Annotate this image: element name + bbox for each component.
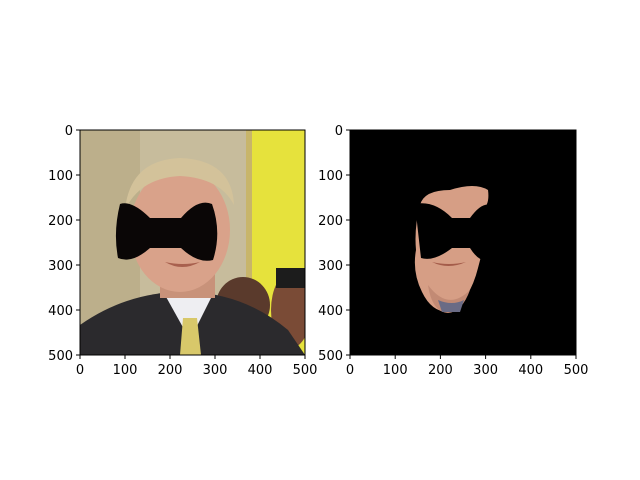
background-person-hair — [276, 268, 305, 288]
right-image-panel — [350, 130, 576, 355]
segmented-bowtie-mask — [415, 203, 496, 261]
x-tick-label: 200 — [428, 363, 453, 378]
y-tick-label: 0 — [65, 124, 73, 139]
segmented-mouth — [432, 262, 466, 266]
y-tick-label: 200 — [318, 214, 343, 229]
x-tick-label: 0 — [76, 363, 84, 378]
y-tick-label: 300 — [48, 259, 73, 274]
mouth — [165, 262, 200, 267]
x-tick-label: 0 — [346, 363, 354, 378]
x-tick-label: 500 — [564, 363, 589, 378]
y-tick-label: 500 — [318, 349, 343, 364]
necktie — [180, 318, 201, 355]
collar-edge — [438, 300, 464, 312]
y-tick-label: 400 — [48, 304, 73, 319]
x-tick-label: 300 — [473, 363, 498, 378]
y-tick-label: 300 — [318, 259, 343, 274]
x-tick-label: 400 — [518, 363, 543, 378]
y-tick-label: 100 — [318, 169, 343, 184]
y-tick-label: 200 — [48, 214, 73, 229]
x-tick-label: 100 — [113, 363, 138, 378]
x-tick-label: 200 — [158, 363, 183, 378]
left-image-panel — [80, 130, 305, 355]
y-tick-label: 400 — [318, 304, 343, 319]
x-tick-label: 500 — [293, 363, 318, 378]
x-tick-label: 400 — [248, 363, 273, 378]
x-tick-label: 300 — [203, 363, 228, 378]
left-axes-frame — [79, 129, 306, 356]
right-axes-frame — [349, 129, 577, 356]
bowtie-mask — [115, 202, 218, 261]
shirt-collar — [165, 295, 212, 340]
x-tick-label: 100 — [383, 363, 408, 378]
y-tick-label: 100 — [48, 169, 73, 184]
y-tick-label: 0 — [335, 124, 343, 139]
hair — [125, 158, 234, 210]
y-tick-label: 500 — [48, 349, 73, 364]
door-frame — [246, 130, 252, 355]
